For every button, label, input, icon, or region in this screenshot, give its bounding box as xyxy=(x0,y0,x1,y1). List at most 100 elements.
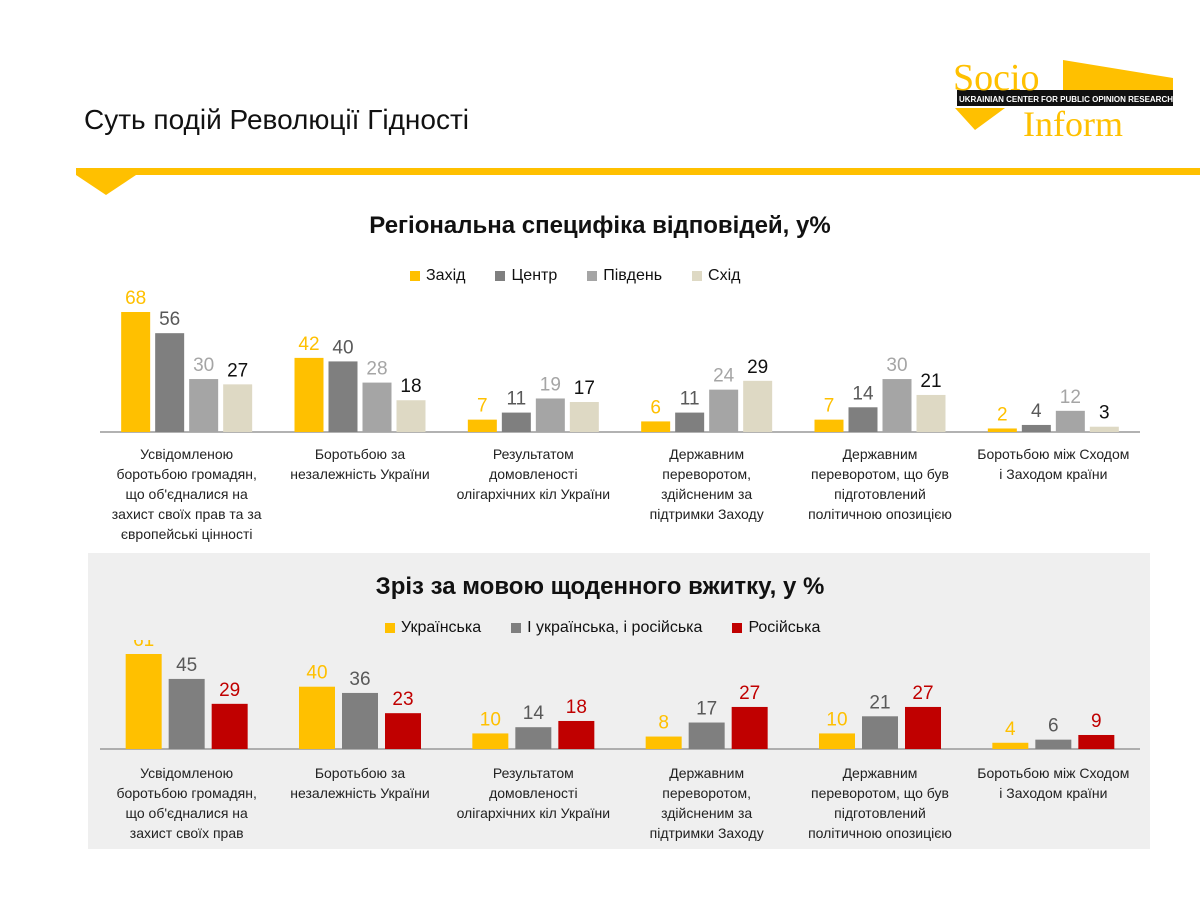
category-label-line: Державним xyxy=(842,765,918,781)
data-label: 30 xyxy=(886,355,907,376)
data-label: 12 xyxy=(1060,387,1081,408)
category-label-line: Державним xyxy=(669,765,745,781)
chart2-plot: 61 45 29 40 36 23 10 14 18 8 17 27 10 21 27 4 6 9 xyxy=(100,640,1140,750)
category-label-line: Державним xyxy=(842,446,918,462)
bar xyxy=(731,706,768,749)
data-label: 21 xyxy=(920,371,941,392)
bar xyxy=(569,402,599,432)
logo-triangle xyxy=(955,108,1005,130)
data-label: 7 xyxy=(824,396,835,417)
chart2-legend-item: І українська, і російська xyxy=(511,619,702,637)
category-label-line: і Заходом країни xyxy=(999,785,1108,801)
bar xyxy=(1021,424,1051,432)
data-label: 3 xyxy=(1099,403,1110,424)
category-label-line: європейські цінності xyxy=(120,526,253,542)
data-label: 28 xyxy=(366,359,387,380)
bar xyxy=(862,716,898,749)
bar xyxy=(675,412,705,432)
category-label-line: Усвідомленою xyxy=(140,446,234,462)
category-label-line: підготовлений xyxy=(834,486,926,502)
bar xyxy=(299,686,335,749)
bar xyxy=(645,736,682,749)
data-label: 7 xyxy=(477,396,488,417)
category-label-line: політичною опозицією xyxy=(808,506,952,522)
category-label-line: підготовлений xyxy=(834,805,926,821)
chart2-legend: Українська І українська, і російська Рос… xyxy=(385,619,820,637)
data-label: 14 xyxy=(852,383,874,404)
logo-band xyxy=(957,90,1173,106)
bar xyxy=(905,706,941,749)
legend-swatch xyxy=(385,623,395,633)
bar xyxy=(467,419,497,432)
data-label: 36 xyxy=(349,669,370,690)
bar xyxy=(992,742,1029,749)
chart1-legend-item: Захід xyxy=(410,267,465,285)
bar xyxy=(396,400,426,432)
category-label-line: переворотом, що був xyxy=(811,785,949,801)
data-label: 27 xyxy=(739,683,760,704)
data-label: 4 xyxy=(1005,719,1016,740)
category-label-line: олігархічних кіл України xyxy=(456,805,611,821)
data-label: 11 xyxy=(506,389,526,410)
category-label-line: боротьбою громадян, xyxy=(116,785,257,801)
category-label-line: що об'єдналися на xyxy=(125,486,248,502)
category-label: Боротьбою за незалежність України xyxy=(273,763,446,803)
bar xyxy=(472,733,509,749)
category-label-line: домовленості xyxy=(489,466,578,482)
category-label-line: підтримки Заходу xyxy=(649,825,764,841)
bar xyxy=(211,703,248,749)
data-label: 29 xyxy=(219,680,240,701)
data-label: 23 xyxy=(392,689,413,710)
category-label-line: Результатом xyxy=(492,765,574,781)
data-label: 42 xyxy=(298,334,319,355)
data-label: 11 xyxy=(680,389,700,410)
bar xyxy=(328,361,358,432)
category-label-line: і Заходом країни xyxy=(999,466,1108,482)
data-label: 17 xyxy=(574,378,595,399)
bar xyxy=(882,379,912,432)
logo-rays xyxy=(1063,60,1173,92)
category-label-line: Боротьбою між Сходом xyxy=(977,446,1130,462)
data-label: 24 xyxy=(713,366,735,387)
logo-band-right: FOR PUBLIC OPINION RESEARCH xyxy=(1041,95,1173,104)
logo-word-top: Socio xyxy=(953,57,1040,99)
logo-band-left: UKRAINIAN CENTER xyxy=(959,95,1039,104)
data-label: 14 xyxy=(523,703,545,724)
legend-swatch xyxy=(495,271,506,281)
category-label-line: Державним xyxy=(669,446,745,462)
category-label: Боротьбою між Сходом і Заходом країни xyxy=(967,763,1140,803)
legend-swatch xyxy=(587,271,598,281)
bar xyxy=(916,394,946,432)
bar xyxy=(819,733,855,749)
category-label-line: переворотом, що був xyxy=(811,466,949,482)
legend-label: І українська, і російська xyxy=(527,619,703,636)
category-label: Державним переворотом, здійсненим за підтри… xyxy=(620,444,793,524)
chart1-legend-item: Схід xyxy=(692,267,740,285)
category-label-line: боротьбою громадян, xyxy=(116,466,257,482)
data-label: 2 xyxy=(997,404,1008,425)
category-label-line: переворотом, xyxy=(662,466,752,482)
data-label: 9 xyxy=(1091,711,1102,732)
bar xyxy=(688,722,725,749)
category-label-line: що об'єдналися на xyxy=(125,805,248,821)
category-label-line: домовленості xyxy=(489,785,578,801)
category-label: Боротьбою між Сходом і Заходом країни xyxy=(967,444,1140,484)
data-label: 27 xyxy=(227,360,248,381)
category-label-line: захист своїх прав та за xyxy=(111,506,262,522)
category-label-line: олігархічних кіл України xyxy=(456,486,611,502)
chart1-legend-item: Центр xyxy=(495,267,557,285)
bar xyxy=(125,654,162,749)
bar xyxy=(189,379,219,432)
bar xyxy=(535,398,565,432)
bar xyxy=(1078,734,1115,749)
logo-word-bottom: Inform xyxy=(1023,104,1123,144)
legend-label: Південь xyxy=(603,267,663,284)
bar xyxy=(848,407,878,432)
category-label-line: Боротьбою за xyxy=(314,446,406,462)
data-label: 17 xyxy=(696,699,717,720)
data-label: 30 xyxy=(193,355,214,376)
bar xyxy=(362,382,392,432)
category-label-line: Боротьбою між Сходом xyxy=(977,765,1130,781)
bar xyxy=(743,380,773,432)
